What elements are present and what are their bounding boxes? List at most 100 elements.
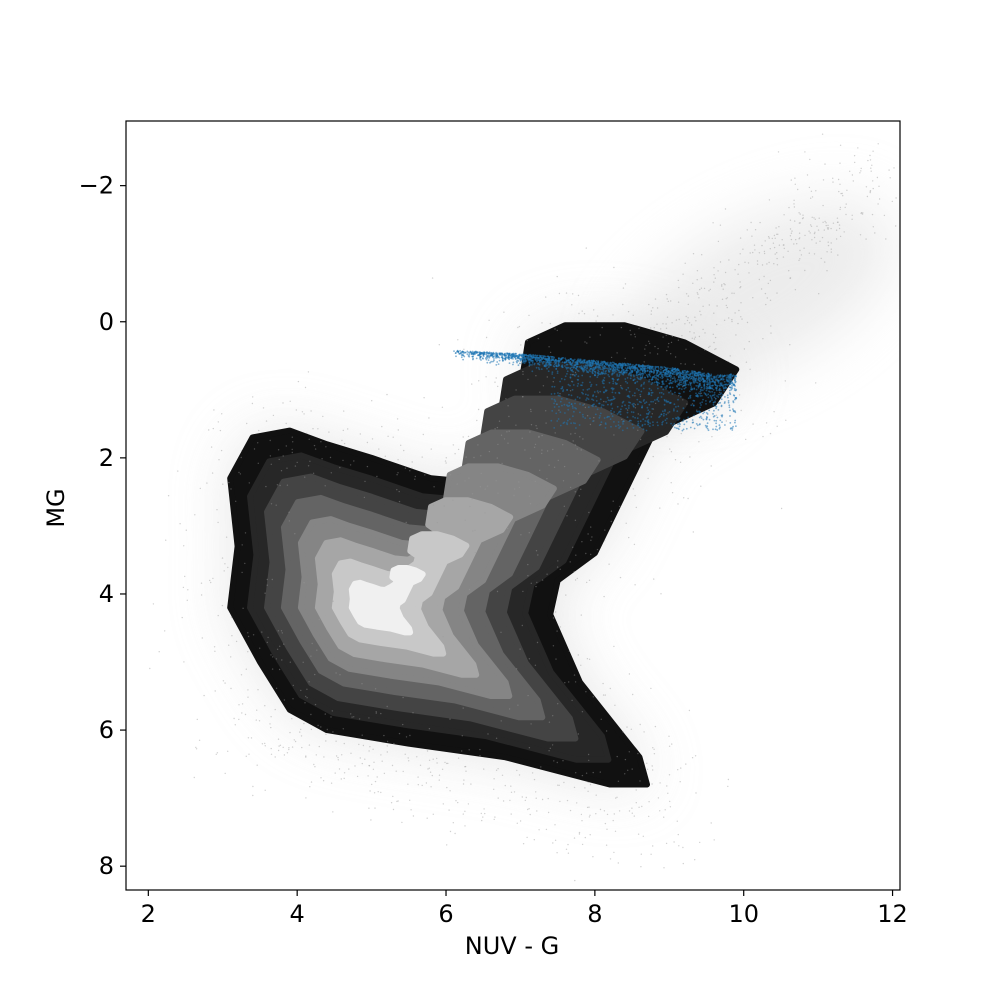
highlight-point [607,374,610,376]
highlight-point [700,374,702,376]
background-point [670,353,672,355]
highlight-point [686,376,689,379]
highlight-point [729,382,732,385]
highlight-point [633,366,636,368]
highlight-point [699,406,701,409]
highlight-point [697,371,700,374]
background-point [380,712,382,715]
highlight-point [630,370,633,372]
background-point [713,281,715,283]
highlight-point [558,405,560,408]
background-point [789,235,792,237]
background-point [529,503,532,505]
background-point [657,347,659,350]
background-point [337,756,339,759]
background-point [269,439,271,442]
highlight-point [530,355,532,357]
highlight-point [511,353,514,356]
highlight-point [711,390,713,393]
highlight-point [677,427,679,430]
background-point [270,726,272,729]
background-point [524,799,526,802]
highlight-point [733,384,736,387]
highlight-point [614,368,617,371]
highlight-point [559,380,561,383]
highlight-point [625,407,628,410]
background-point [306,697,308,699]
highlight-point [595,395,598,398]
highlight-point [705,403,707,405]
background-point [572,440,574,442]
highlight-point [593,370,596,373]
background-point [593,417,595,419]
background-point [815,242,817,244]
highlight-point [677,368,680,371]
background-point [872,226,874,228]
highlight-point [683,418,685,421]
highlight-point [589,364,592,366]
highlight-point [711,385,713,387]
background-point [612,314,614,316]
background-point [572,546,574,548]
highlight-point [691,388,694,391]
highlight-point [612,398,615,401]
highlight-point [685,375,688,378]
background-point [206,482,208,484]
background-point [497,797,499,799]
highlight-point [587,398,590,400]
background-point [283,643,285,645]
background-point [464,810,466,812]
highlight-point [604,423,607,425]
background-point [745,438,747,441]
background-point [789,277,791,279]
background-point [832,181,834,183]
background-point [860,170,862,172]
highlight-point [645,401,648,404]
background-point [719,391,721,393]
background-point [865,238,867,240]
background-point [498,420,501,422]
background-point [818,217,820,219]
highlight-point [604,371,607,373]
background-point [666,349,668,352]
background-point [579,436,581,438]
background-point [891,200,893,203]
background-point [556,275,558,278]
background-point [597,392,599,394]
highlight-point [717,402,720,405]
background-point [576,448,578,450]
background-point [649,352,651,354]
background-point [610,356,613,359]
highlight-point [676,385,678,387]
highlight-point [553,402,555,405]
background-point [436,521,438,524]
background-point [605,730,608,732]
background-point [350,713,352,715]
background-point [412,815,415,817]
background-point [585,772,588,774]
highlight-point [578,397,581,399]
highlight-point [610,425,612,428]
background-point [493,788,495,790]
background-point [684,262,686,264]
background-point [635,802,637,804]
y-axis-label: MG [42,488,70,527]
background-point [353,460,355,462]
background-point [320,777,322,779]
background-point [637,752,639,755]
background-point [617,780,620,782]
highlight-point [571,369,574,371]
background-point [746,229,748,231]
highlight-point [689,381,691,384]
background-point [715,414,718,416]
highlight-point [590,367,592,370]
background-point [320,726,322,728]
highlight-point [678,425,681,428]
highlight-point [657,424,659,427]
background-point [533,778,536,781]
background-point [444,460,447,462]
highlight-point [621,387,624,390]
background-point [845,203,847,205]
highlight-point [530,357,533,360]
